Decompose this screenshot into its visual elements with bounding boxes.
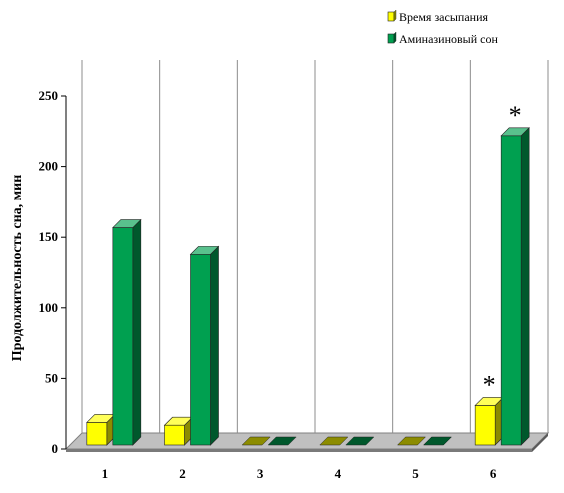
x-tick-label: 1 [102,466,109,481]
x-tick-label: 6 [490,466,497,481]
y-axis-title: Продолжительность сна, мин [10,175,25,362]
annotations: ** [483,101,522,400]
bar [241,436,271,446]
bar [319,436,349,446]
y-tick-label: 150 [39,229,59,244]
annotation-asterisk: * [483,370,496,399]
legend-label: Время засыпания [399,10,488,24]
y-tick-label: 100 [39,300,59,315]
bar [500,127,530,446]
y-tick-label: 200 [39,159,59,174]
bar [474,396,504,446]
bar [422,436,453,446]
bar [189,245,220,446]
legend-item: Время засыпания [387,9,488,24]
legend: Время засыпания Аминазиновый сон [387,9,498,46]
y-tick-labels: 0 50 100 150 200 250 [39,88,59,456]
floor-side [532,433,548,452]
x-tick-label: 2 [179,466,186,481]
x-tick-label: 3 [257,466,264,481]
bar [345,436,375,446]
y-tick-label: 0 [52,441,59,456]
bar [112,218,142,446]
legend-label: Аминазиновый сон [399,32,498,46]
legend-item: Аминазиновый сон [387,31,498,46]
x-tick-label: 5 [412,466,419,481]
bar [396,436,427,446]
annotation-asterisk: * [509,101,522,130]
gridlines [81,60,549,433]
y-tick-label: 50 [45,370,58,385]
legend-swatch [387,11,395,22]
bar [267,436,297,446]
y-axis [61,95,67,450]
bars [86,127,530,446]
y-tick-label: 250 [39,88,59,103]
bar [163,416,194,446]
x-tick-labels: 1 2 3 4 5 6 [102,466,497,481]
floor-front [66,449,532,452]
x-tick-label: 4 [335,466,342,481]
legend-swatch [387,33,395,44]
bar [86,413,116,446]
